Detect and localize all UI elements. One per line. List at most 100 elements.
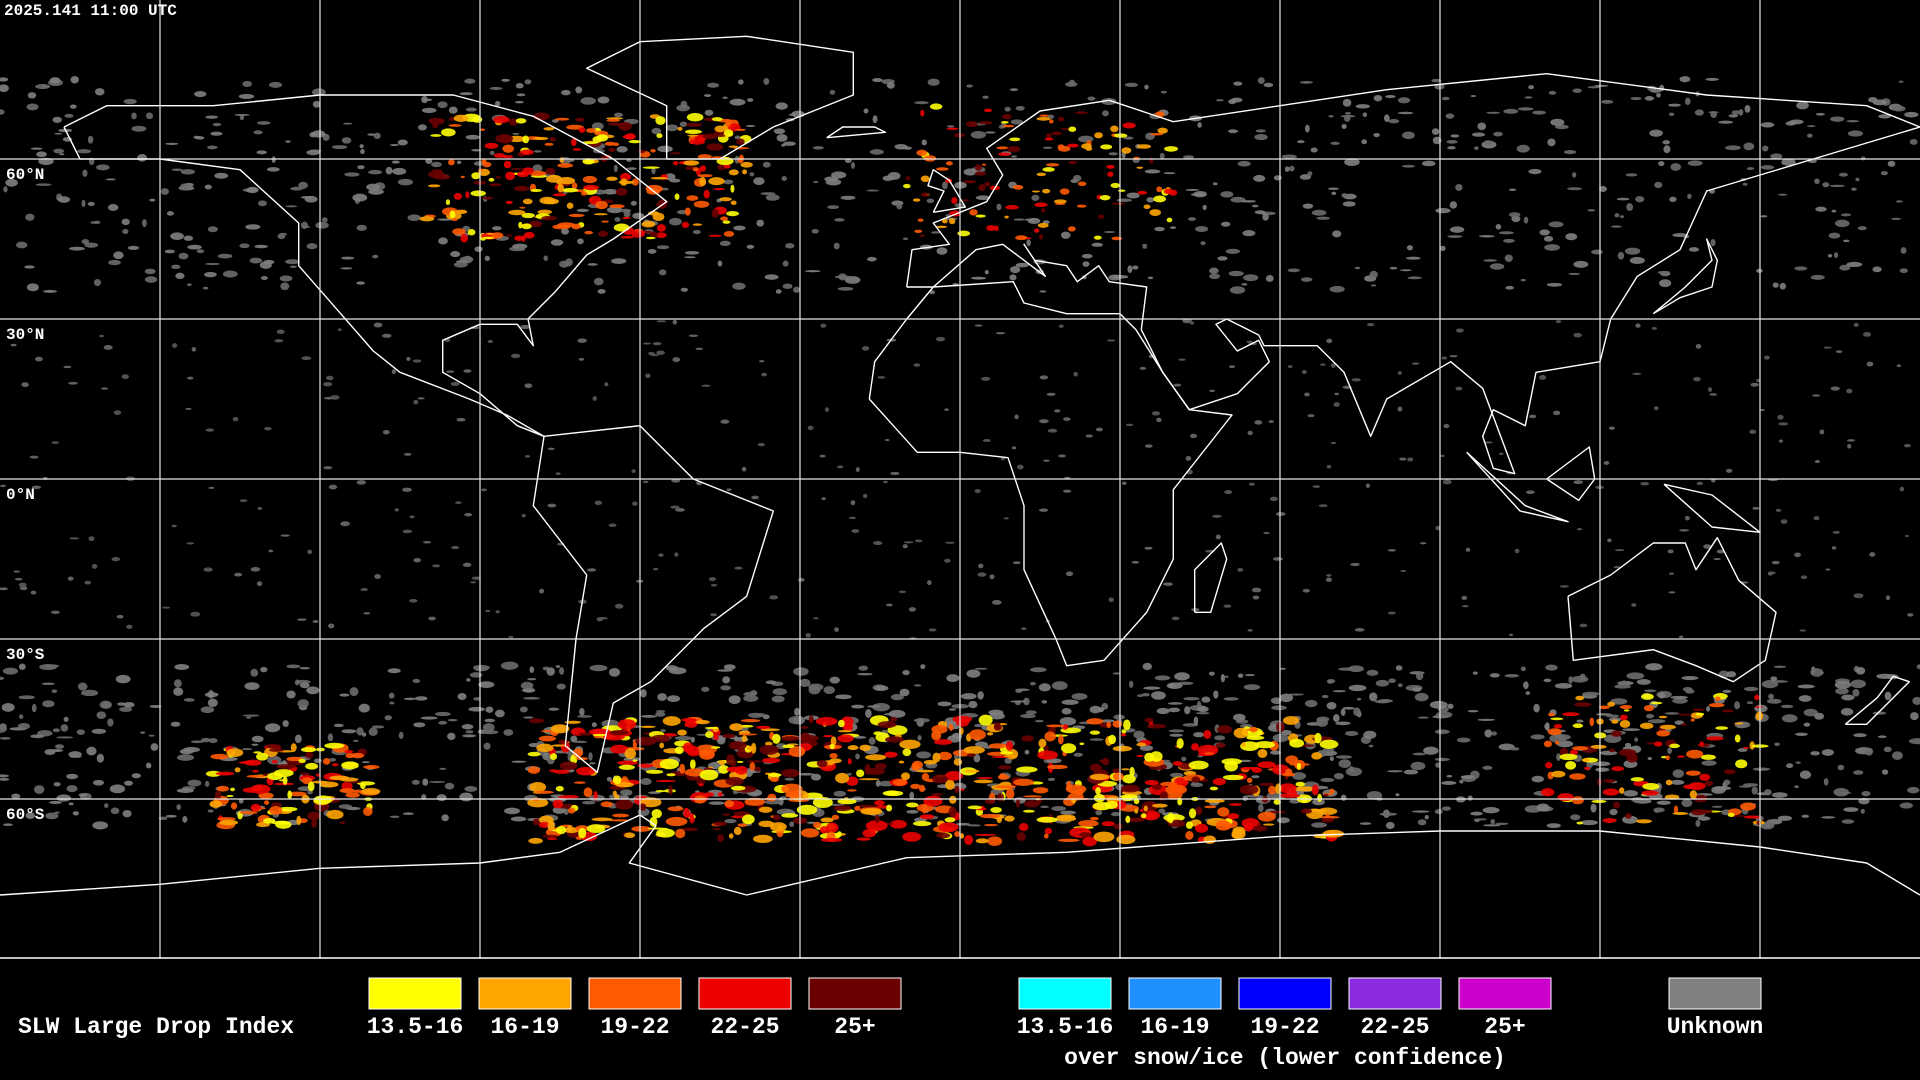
cloud [1890,217,1902,220]
cloud [307,549,313,555]
cloud [1387,548,1396,552]
cloud [1645,663,1663,671]
cloud [519,206,526,209]
cloud [837,798,857,805]
cloud [657,145,673,153]
cloud [656,224,666,232]
cloud [494,709,505,718]
cloud [613,112,623,118]
cloud [1321,694,1329,699]
cloud [54,132,63,135]
cloud [1654,181,1663,189]
cloud [1434,729,1450,735]
cloud [591,817,613,822]
cloud [987,836,1003,846]
cloud [532,112,550,121]
cloud [70,76,79,84]
cloud [1024,800,1040,808]
cloud [982,439,991,442]
cloud [1344,115,1351,122]
cloud [1684,515,1690,521]
cloud [1752,767,1771,771]
graticule [0,0,1920,958]
cloud [1065,784,1087,794]
cloud [165,142,179,145]
cloud [1616,197,1630,201]
cloud [368,169,383,175]
cloud [1727,812,1735,817]
cloud [1065,571,1074,577]
cloud [550,239,564,246]
cloud [1764,789,1772,796]
legend-caption: over snow/ice (lower confidence) [1064,1045,1506,1071]
cloud [124,780,134,786]
cloud [1405,256,1421,260]
cloud [287,790,293,800]
cloud [254,244,268,249]
cloud [1082,836,1098,847]
cloud [792,286,801,293]
cloud [674,193,680,201]
cloud [1896,200,1903,203]
cloud [1021,627,1027,630]
cloud [921,773,930,781]
cloud [1270,697,1282,704]
cloud [513,185,530,192]
cloud [736,760,744,763]
cloud [1812,394,1821,397]
cloud [1031,190,1040,193]
cloud [705,731,714,739]
cloud [1191,776,1201,783]
cloud [944,558,951,563]
cloud [916,769,935,773]
cloud [541,834,559,838]
cloud [583,184,600,191]
cloud [1317,793,1322,803]
cloud [1850,679,1866,689]
cloud [573,740,588,744]
cloud [494,100,501,107]
cloud [1579,623,1588,628]
cloud [994,225,999,231]
cloud [621,216,631,220]
coastline [906,73,1920,475]
cloud [647,248,657,254]
cloud [1025,710,1037,715]
cloud [577,715,592,718]
cloud [1095,427,1103,432]
cloud [948,723,954,731]
cloud [1619,787,1625,794]
cloud [1058,454,1066,458]
cloud [1683,784,1696,790]
cloud [1178,358,1186,361]
cloud [1121,147,1132,154]
cloud [1335,721,1351,726]
cloud [214,172,229,179]
cloud [428,117,445,125]
cloud [1325,577,1333,582]
cloud [1573,480,1584,485]
cloud [1122,122,1136,129]
cloud [1400,570,1407,573]
cloud [1803,722,1811,727]
cloud [392,167,407,175]
cloud [1320,363,1326,366]
cloud [1846,439,1855,442]
cloud [850,162,855,169]
cloud [631,469,636,473]
cloud [944,408,949,411]
cloud [1317,807,1338,815]
cloud [286,690,296,699]
cloud [740,719,761,723]
cloud [1247,430,1253,436]
cloud [285,205,298,208]
cloud [500,661,519,670]
cloud [1168,189,1178,196]
cloud [601,220,609,223]
cloud [913,363,921,367]
cloud [340,521,350,527]
cloud [1321,817,1335,823]
cloud [1455,328,1464,333]
cloud [1089,816,1099,821]
cloud [1722,689,1732,694]
